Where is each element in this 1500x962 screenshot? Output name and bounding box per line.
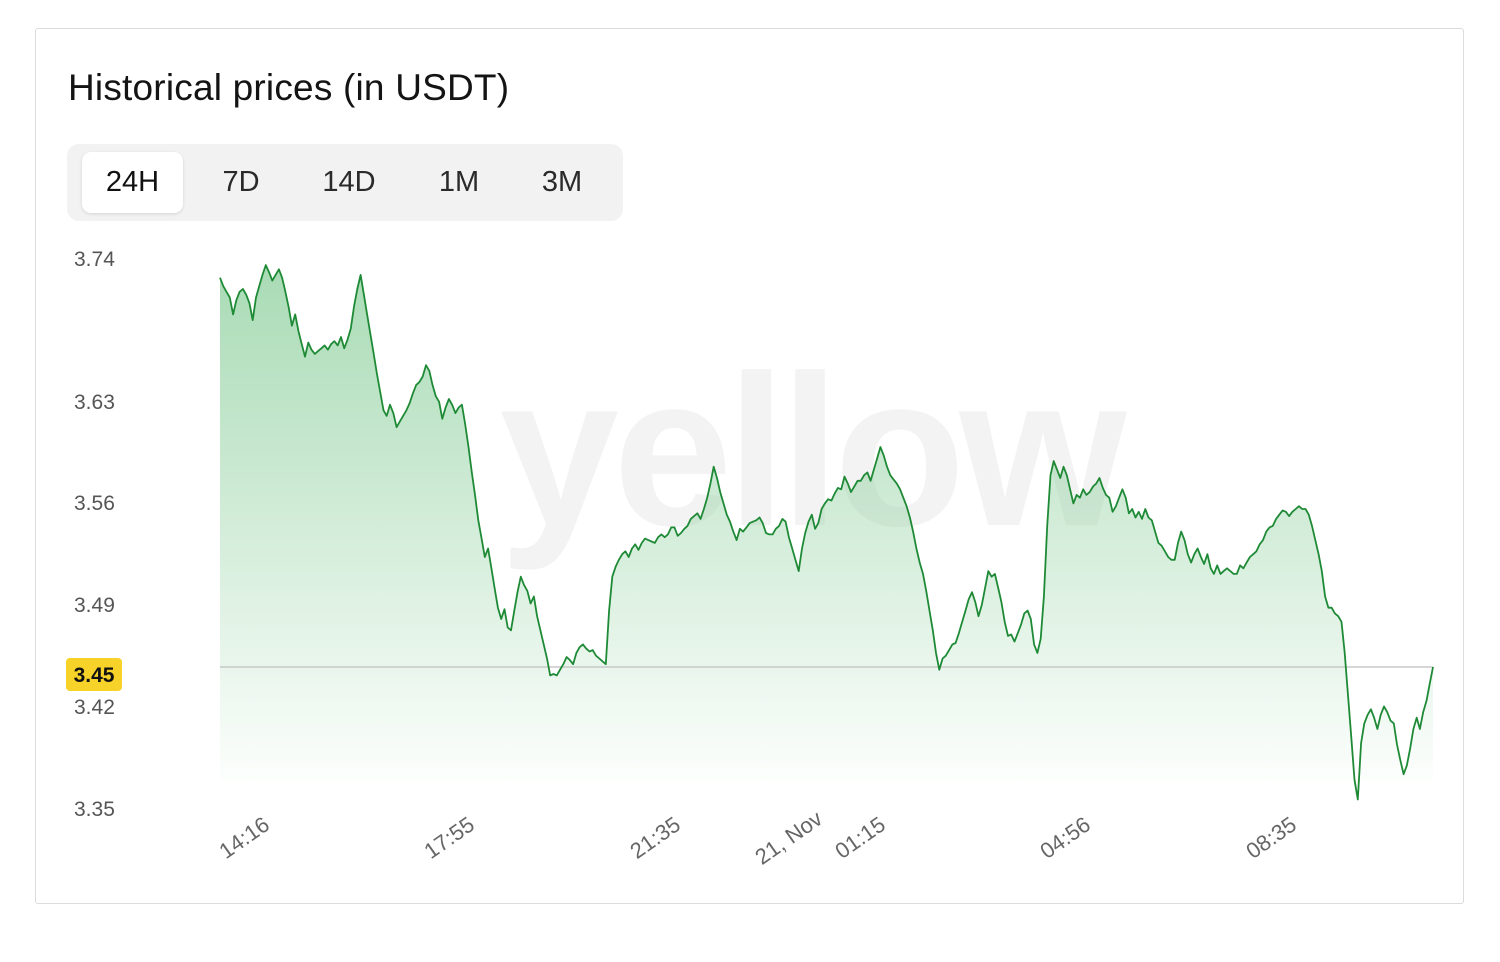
y-tick-label: 3.63 — [74, 391, 115, 414]
tab-1m[interactable]: 1M — [438, 166, 480, 198]
x-tick-label: 14:16 — [214, 812, 273, 864]
tab-14d[interactable]: 14D — [322, 166, 376, 198]
y-tick-label: 3.42 — [74, 696, 115, 719]
y-tick-label: 3.35 — [74, 798, 115, 821]
price-line — [219, 264, 1434, 801]
current-price-badge: 3.45 — [66, 658, 122, 691]
tab-24h[interactable]: 24H — [82, 152, 183, 213]
timeframe-tabs: 24H 7D 14D 1M 3M — [67, 144, 623, 221]
x-tick-label: 04:56 — [1035, 812, 1094, 864]
y-tick-label: 3.56 — [74, 492, 115, 515]
card-title: Historical prices (in USDT) — [68, 67, 510, 108]
price-area-fill — [220, 265, 1433, 800]
tab-3m[interactable]: 3M — [541, 166, 583, 198]
x-tick-label: 08:35 — [1241, 812, 1300, 864]
y-tick-label: 3.49 — [74, 594, 115, 617]
x-tick-label: 21, Nov — [750, 806, 826, 870]
x-tick-label: 21:35 — [625, 812, 684, 864]
x-tick-label: 17:55 — [419, 812, 478, 864]
tab-7d[interactable]: 7D — [222, 166, 260, 198]
y-tick-label: 3.74 — [74, 248, 115, 271]
current-price-label: 3.45 — [74, 664, 115, 687]
x-tick-label: 01:15 — [830, 812, 889, 864]
